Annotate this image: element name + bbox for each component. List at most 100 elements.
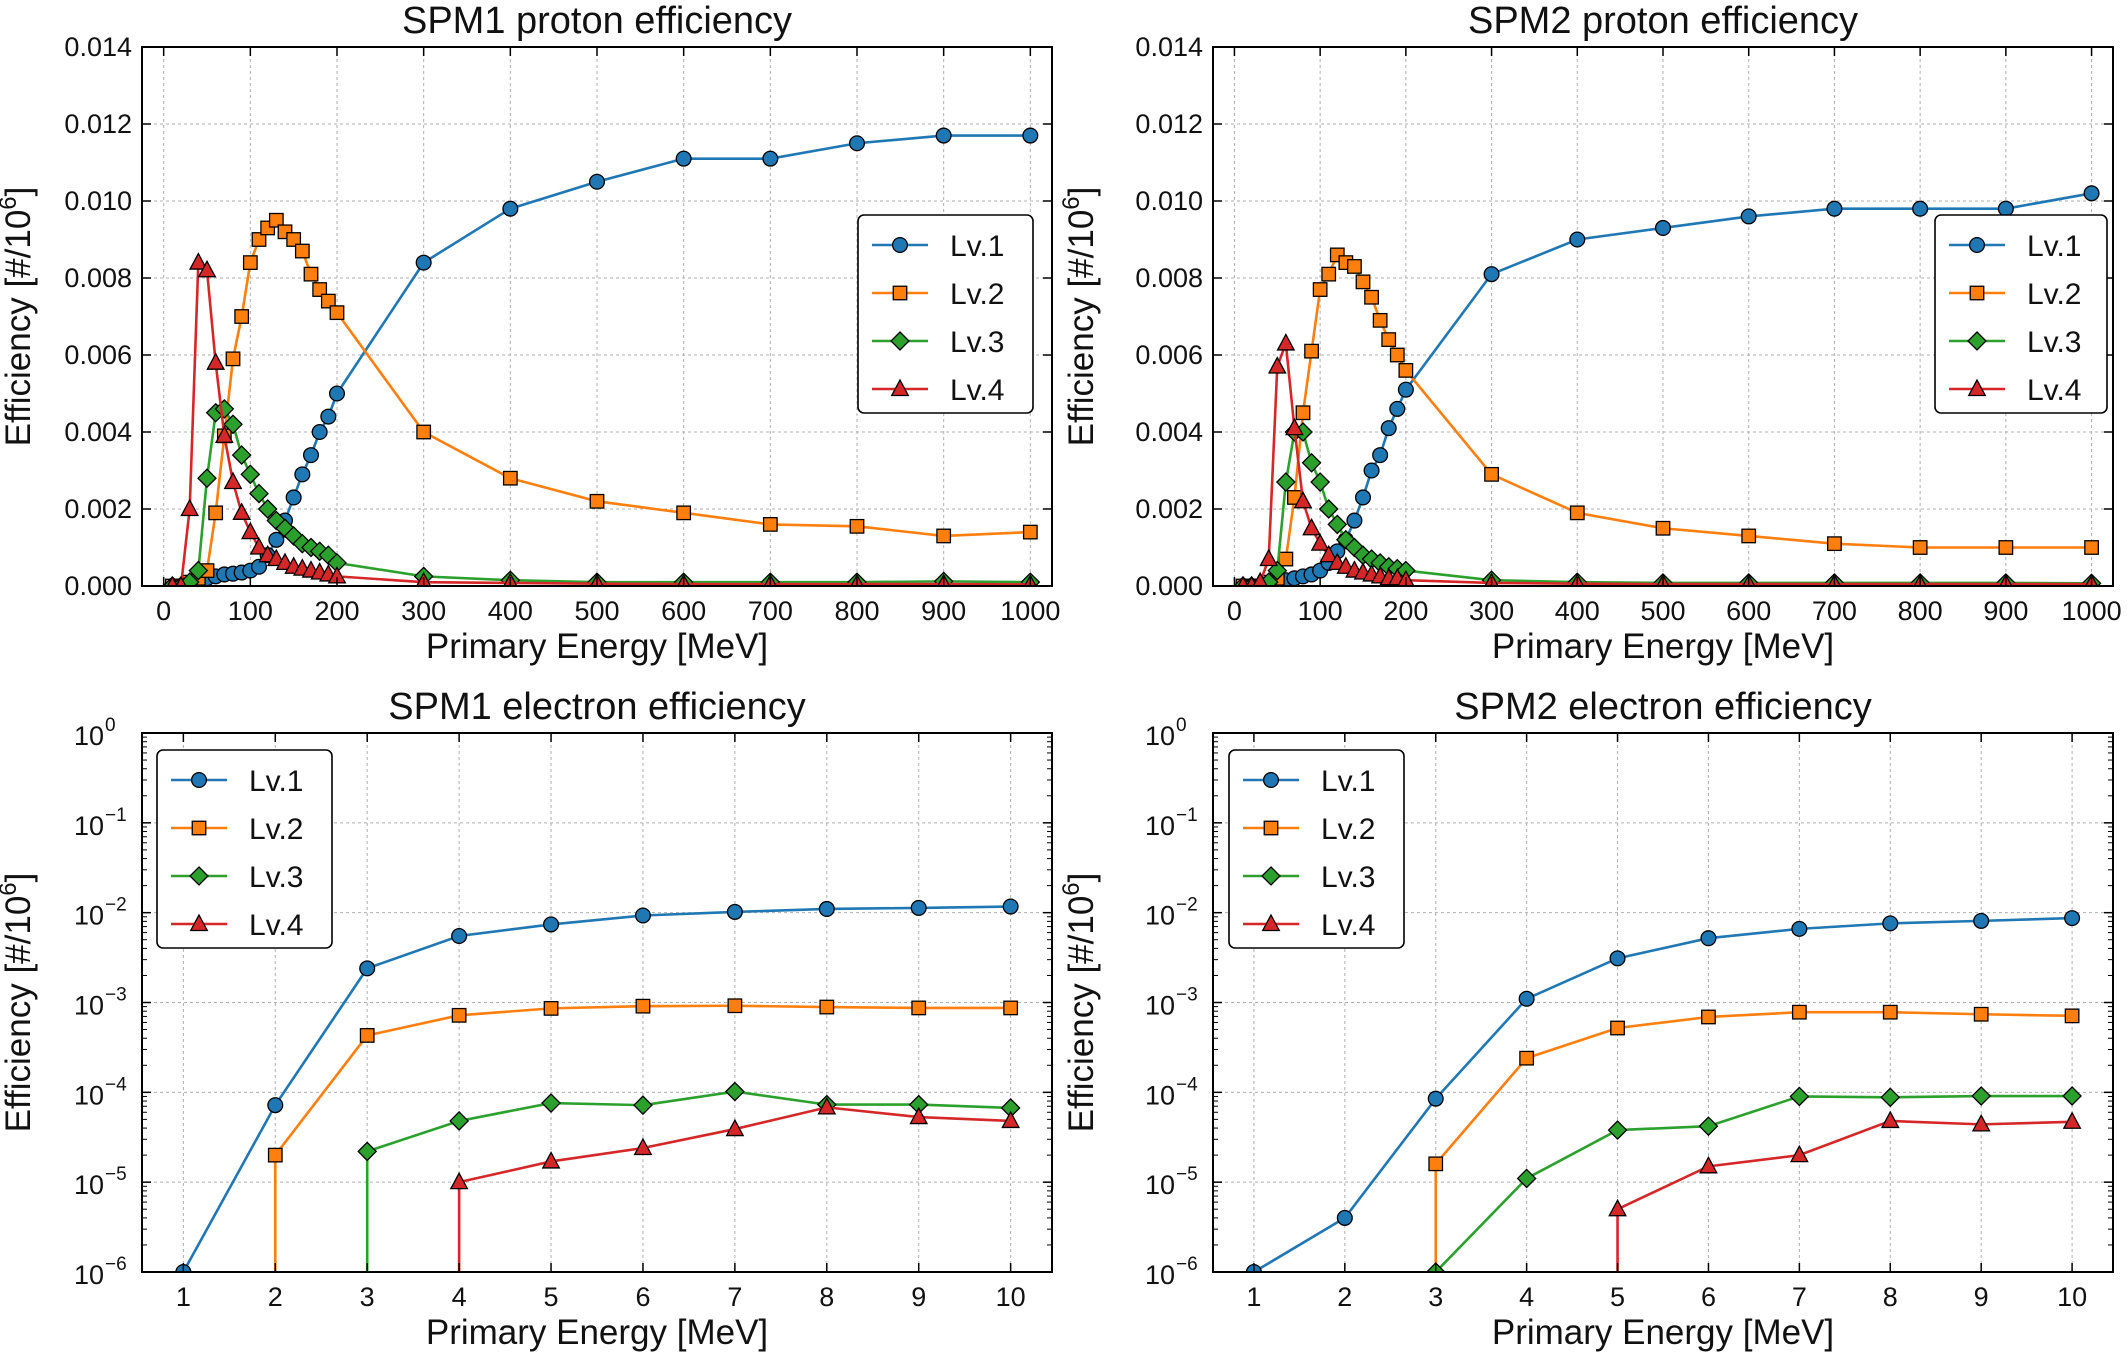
- x-tick-label: 2: [268, 1282, 283, 1312]
- data-point-lv3: [2062, 1086, 2083, 1106]
- legend-label: Lv.1: [2027, 230, 2081, 263]
- data-point-lv4: [1001, 1110, 1021, 1129]
- data-point-lv2: [2084, 540, 2099, 555]
- data-point-lv2: [251, 232, 267, 247]
- data-point-lv4: [1971, 1113, 1991, 1132]
- y-tick-label: 10: [74, 721, 104, 751]
- y-tick-label-exponent: −6: [105, 1254, 127, 1275]
- legend-marker: [890, 331, 910, 351]
- x-tick-label: 8: [819, 1282, 834, 1312]
- data-point-lv1: [726, 903, 743, 920]
- y-tick-label: 0.000: [64, 571, 132, 601]
- data-point-lv1: [311, 423, 328, 441]
- data-point-lv3: [1971, 1086, 1992, 1106]
- data-point-lv2: [2064, 1008, 2080, 1024]
- data-point-lv2: [849, 518, 865, 534]
- data-point-lv4: [188, 252, 208, 270]
- legend-marker: [190, 771, 208, 789]
- data-point-lv4: [180, 498, 200, 517]
- y-tick-label-exponent: −5: [1176, 1164, 1198, 1185]
- data-point-lv1: [818, 900, 835, 917]
- y-tick-label: 10: [1145, 991, 1175, 1021]
- x-tick-label: 400: [488, 596, 533, 626]
- legend-marker: [189, 913, 209, 932]
- x-tick-label: 300: [1469, 596, 1514, 626]
- data-point-lv4: [1252, 571, 1268, 586]
- x-axis-label: Primary Energy [MeV]: [1492, 627, 1834, 666]
- legend-label: Lv.3: [249, 861, 303, 894]
- data-point-lv2: [1372, 312, 1388, 328]
- y-tick-label: 10: [74, 1260, 104, 1290]
- data-point-lv1: [285, 489, 302, 506]
- legend-marker: [1968, 236, 1986, 254]
- data-point-lv1: [1354, 489, 1372, 506]
- x-axis-label: Primary Energy [MeV]: [426, 1313, 768, 1352]
- legend-label: Lv.3: [2027, 326, 2081, 359]
- y-tick-label: 0.010: [1135, 186, 1203, 216]
- x-axis-label: Primary Energy [MeV]: [426, 627, 768, 666]
- data-point-lv2: [1701, 1009, 1716, 1025]
- data-point-lv2: [1295, 405, 1311, 421]
- data-point-lv1: [1826, 200, 1843, 217]
- legend: Lv.1 Lv.2 Lv.3 Lv.4: [156, 749, 333, 949]
- data-point-lv3: [1318, 499, 1339, 519]
- data-point-lv1: [451, 927, 468, 945]
- data-point-lv1: [1654, 219, 1672, 236]
- y-tick-label: 0.012: [1135, 109, 1203, 139]
- data-point-lv4: [214, 425, 234, 443]
- x-tick-label: 500: [1640, 596, 1685, 626]
- data-point-lv2: [320, 293, 336, 309]
- y-tick-label: 0.002: [1135, 494, 1203, 524]
- y-axis-label: Efficiency [#/106]: [0, 873, 38, 1133]
- data-point-lv1: [1973, 912, 1990, 929]
- legend-label: Lv.3: [1321, 861, 1375, 894]
- x-tick-label: 300: [401, 596, 446, 626]
- data-point-lv1: [1518, 990, 1535, 1007]
- x-tick-label: 800: [1898, 596, 1943, 626]
- data-point-lv2: [1347, 259, 1362, 274]
- data-point-lv3: [633, 1095, 653, 1116]
- x-tick-label: 9: [1974, 1282, 1989, 1312]
- x-tick-label: 600: [1726, 596, 1771, 626]
- data-point-lv1: [1997, 200, 2014, 217]
- data-point-lv3: [179, 572, 200, 586]
- data-point-lv2: [286, 232, 302, 247]
- data-point-lv1: [267, 1097, 284, 1114]
- x-tick-label: 1000: [1000, 596, 1060, 626]
- data-point-lv2: [819, 999, 835, 1015]
- data-point-lv1: [250, 558, 268, 575]
- data-point-lv1: [1609, 950, 1626, 967]
- legend-label: Lv.2: [1321, 813, 1375, 846]
- legend-box: [1934, 214, 2108, 414]
- data-point-lv1: [294, 466, 311, 483]
- y-tick-label: 10: [1145, 1260, 1175, 1290]
- data-point-lv1: [502, 200, 519, 217]
- data-point-lv4: [633, 1137, 653, 1156]
- data-point-lv4: [175, 575, 187, 586]
- data-point-lv2: [1791, 1004, 1807, 1020]
- x-tick-label: 5: [1610, 1282, 1625, 1312]
- legend-marker: [891, 236, 909, 254]
- y-axis-label: Efficiency [#/106]: [0, 187, 38, 447]
- x-tick-label: 0: [1227, 596, 1242, 626]
- data-point-lv1: [1022, 127, 1039, 144]
- x-tick-label: 3: [1428, 1282, 1443, 1312]
- data-point-lv4: [909, 1106, 929, 1125]
- data-point-lv2: [1519, 1050, 1535, 1066]
- legend: Lv.1 Lv.2 Lv.3 Lv.4: [1228, 749, 1405, 949]
- data-point-lv2: [543, 1000, 559, 1016]
- data-point-lv1: [848, 135, 866, 152]
- x-tick-label: 700: [748, 596, 793, 626]
- series-line-lv4: [1616, 1119, 2073, 1272]
- chart-title: SPM2 proton efficiency: [1468, 0, 1858, 42]
- data-point-lv2: [1355, 274, 1371, 290]
- data-point-lv3: [223, 414, 243, 435]
- data-point-lv2: [1312, 282, 1328, 297]
- data-point-lv3: [231, 445, 252, 466]
- data-point-lv3: [1698, 1116, 1719, 1137]
- y-tick-label: 10: [1145, 1080, 1175, 1110]
- data-point-lv1: [935, 127, 952, 144]
- data-point-lv2: [911, 1000, 927, 1016]
